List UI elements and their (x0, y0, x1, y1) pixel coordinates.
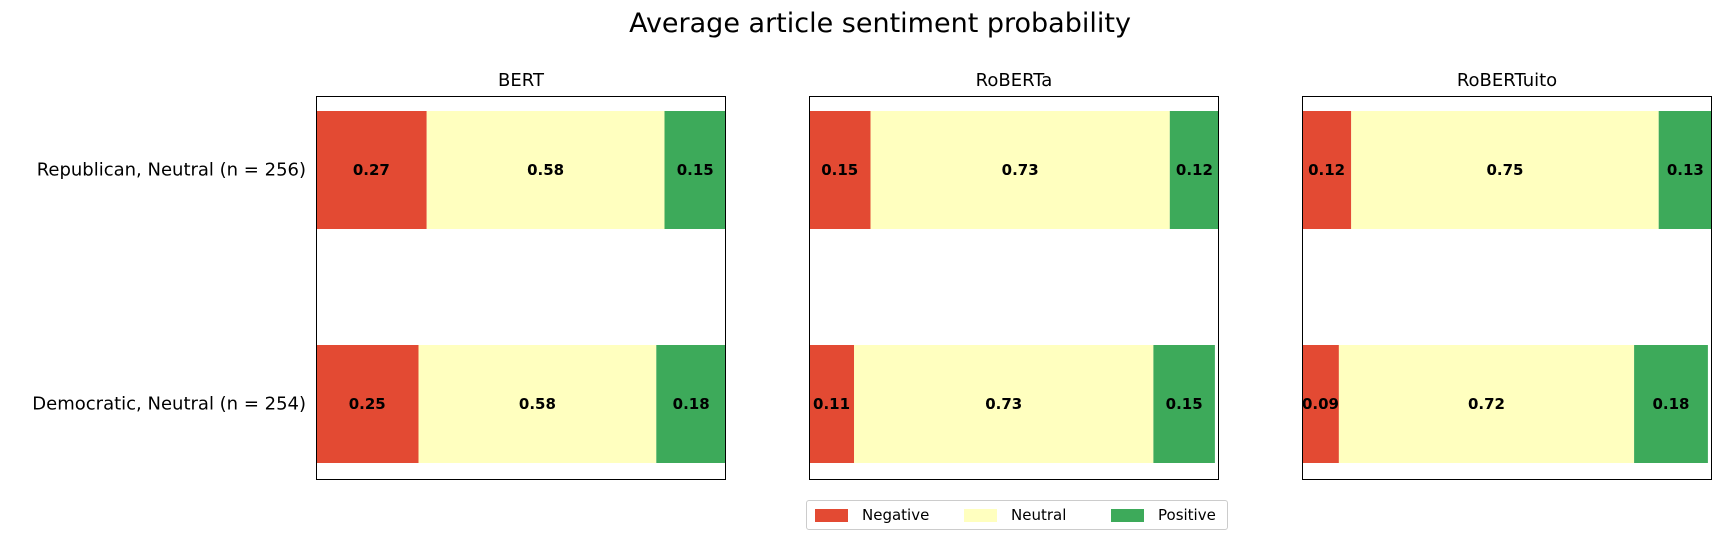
bar-neutral-p0-r0 (426, 111, 665, 229)
data-label-positive-p1-r1: 0.15 (1166, 395, 1203, 413)
legend-item-neutral: Neutral (964, 501, 1066, 529)
legend: Negative Neutral Positive (806, 500, 1228, 530)
data-label-negative-p2-r1: 0.09 (1302, 395, 1339, 413)
legend-swatch-negative (815, 508, 848, 522)
data-label-negative-p0-r0: 0.27 (353, 161, 390, 179)
panel-title-1: RoBERTa (976, 70, 1053, 91)
bar-neutral-p1-r0 (870, 111, 1170, 229)
bar-neutral-p2-r1 (1338, 345, 1635, 463)
data-label-neutral-p0-r0: 0.58 (527, 161, 564, 179)
data-label-positive-p0-r0: 0.15 (677, 161, 714, 179)
bar-positive-p2-r1 (1634, 345, 1708, 463)
bar-positive-p0-r1 (656, 345, 726, 463)
legend-item-negative: Negative (815, 501, 929, 529)
data-label-positive-p1-r0: 0.12 (1176, 161, 1213, 179)
bar-negative-p0-r1 (316, 345, 419, 463)
data-label-neutral-p1-r0: 0.73 (1002, 161, 1039, 179)
bar-positive-p1-r0 (1169, 111, 1219, 229)
data-label-negative-p0-r1: 0.25 (349, 395, 386, 413)
y-tick-label-1: Democratic, Neutral (n = 254) (32, 394, 306, 415)
legend-label-neutral: Neutral (1011, 506, 1067, 524)
panel-frame-2 (1302, 96, 1712, 480)
legend-swatch-positive (1111, 508, 1144, 522)
bar-negative-p1-r0 (809, 111, 871, 229)
legend-label-negative: Negative (862, 506, 930, 524)
data-label-positive-p2-r1: 0.18 (1652, 395, 1689, 413)
bar-negative-p0-r0 (316, 111, 427, 229)
bar-neutral-p2-r0 (1351, 111, 1659, 229)
panel-frame-0 (316, 96, 726, 480)
legend-swatch-neutral (964, 508, 997, 522)
bar-neutral-p0-r1 (418, 345, 657, 463)
panel-frame-1 (809, 96, 1219, 480)
bar-neutral-p1-r1 (854, 345, 1154, 463)
bar-positive-p1-r1 (1153, 345, 1215, 463)
data-label-neutral-p2-r0: 0.75 (1486, 161, 1523, 179)
data-label-negative-p2-r0: 0.12 (1308, 161, 1345, 179)
bar-negative-p2-r1 (1302, 345, 1339, 463)
bar-negative-p2-r0 (1302, 111, 1352, 229)
panel-title-0: BERT (498, 70, 545, 91)
chart-title: Average article sentiment probability (629, 8, 1131, 39)
panel-title-2: RoBERTuito (1457, 70, 1557, 91)
bar-positive-p2-r0 (1658, 111, 1712, 229)
data-label-neutral-p0-r1: 0.58 (519, 395, 556, 413)
data-label-negative-p1-r0: 0.15 (821, 161, 858, 179)
legend-item-positive: Positive (1111, 501, 1216, 529)
bar-positive-p0-r0 (664, 111, 726, 229)
data-label-positive-p0-r1: 0.18 (673, 395, 710, 413)
data-label-negative-p1-r1: 0.11 (813, 395, 850, 413)
data-label-neutral-p1-r1: 0.73 (985, 395, 1022, 413)
y-tick-label-0: Republican, Neutral (n = 256) (37, 160, 306, 181)
legend-label-positive: Positive (1158, 506, 1216, 524)
data-label-neutral-p2-r1: 0.72 (1468, 395, 1505, 413)
data-label-positive-p2-r0: 0.13 (1667, 161, 1704, 179)
bar-negative-p1-r1 (809, 345, 855, 463)
